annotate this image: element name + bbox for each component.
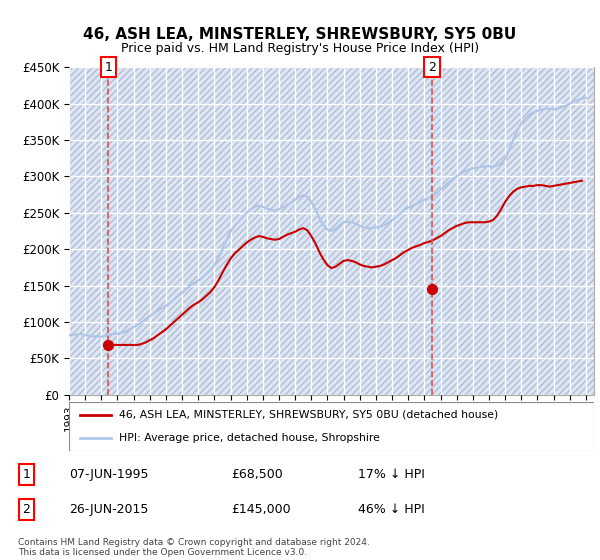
Text: 2: 2 — [22, 503, 31, 516]
FancyBboxPatch shape — [69, 402, 594, 451]
Text: 26-JUN-2015: 26-JUN-2015 — [70, 503, 149, 516]
Text: 46, ASH LEA, MINSTERLEY, SHREWSBURY, SY5 0BU (detached house): 46, ASH LEA, MINSTERLEY, SHREWSBURY, SY5… — [119, 410, 498, 420]
Text: 2: 2 — [428, 60, 436, 74]
Text: 46, ASH LEA, MINSTERLEY, SHREWSBURY, SY5 0BU: 46, ASH LEA, MINSTERLEY, SHREWSBURY, SY5… — [83, 27, 517, 42]
Text: £68,500: £68,500 — [231, 468, 283, 481]
Text: HPI: Average price, detached house, Shropshire: HPI: Average price, detached house, Shro… — [119, 433, 380, 444]
Text: 07-JUN-1995: 07-JUN-1995 — [70, 468, 149, 481]
Text: Price paid vs. HM Land Registry's House Price Index (HPI): Price paid vs. HM Land Registry's House … — [121, 42, 479, 55]
Text: Contains HM Land Registry data © Crown copyright and database right 2024.
This d: Contains HM Land Registry data © Crown c… — [18, 538, 370, 557]
Text: 1: 1 — [104, 60, 112, 74]
Text: 1: 1 — [22, 468, 31, 481]
Text: £145,000: £145,000 — [231, 503, 290, 516]
Text: 46% ↓ HPI: 46% ↓ HPI — [358, 503, 424, 516]
Text: 17% ↓ HPI: 17% ↓ HPI — [358, 468, 424, 481]
